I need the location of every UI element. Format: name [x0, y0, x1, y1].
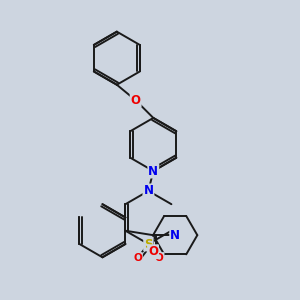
Text: N: N — [170, 229, 180, 242]
Text: O: O — [133, 253, 142, 263]
Text: O: O — [148, 245, 158, 258]
Text: O: O — [155, 253, 164, 263]
Text: O: O — [130, 94, 141, 107]
Text: N: N — [143, 184, 153, 197]
Text: S: S — [144, 238, 153, 250]
Text: N: N — [148, 164, 158, 178]
